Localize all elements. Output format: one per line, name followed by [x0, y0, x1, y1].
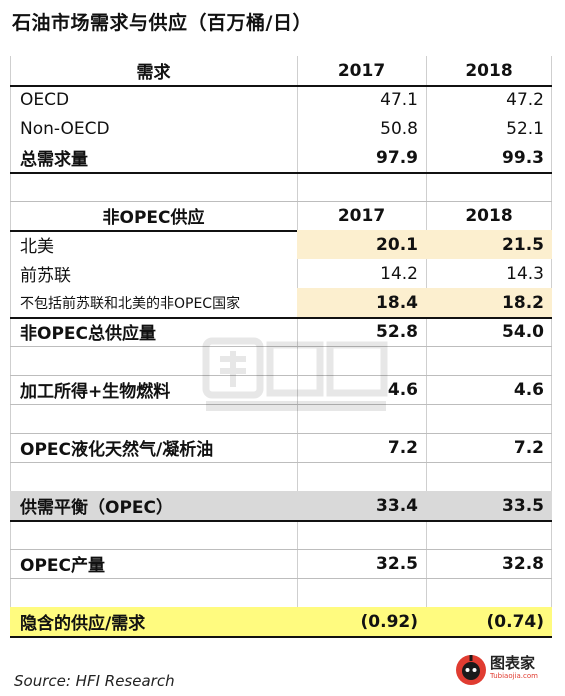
page-title: 石油市场需求与供应（百万桶/日）: [12, 12, 312, 34]
value-2017: 4.6: [387, 379, 418, 400]
row-label: 加工所得+生物燃料: [20, 382, 171, 402]
value-2018: 32.8: [502, 553, 544, 574]
row-label: 不包括前苏联和北美的非OPEC国家: [20, 295, 241, 312]
spacer-row: [10, 172, 552, 201]
section-rule: [10, 520, 552, 522]
supply-demand-table: 需求 2017 2018 OECD 47.1 47.2 Non-OECD 50.…: [10, 56, 552, 638]
value-2018: 54.0: [502, 321, 544, 342]
value-2017: 50.8: [380, 118, 418, 139]
year-2017-header: 2017: [337, 205, 386, 226]
table-row: OECD 47.1 47.2: [10, 85, 552, 114]
table-row: Non-OECD 50.8 52.1: [10, 114, 552, 143]
opec-production-row: OPEC产量 32.5 32.8: [10, 549, 552, 578]
value-2018: 52.1: [506, 118, 544, 139]
implied-row: 隐含的供应/需求 (0.92) (0.74): [10, 607, 552, 636]
row-label: 前苏联: [20, 266, 71, 286]
logo-domain: Tubiaojia.com: [490, 672, 538, 680]
value-2017: 97.9: [376, 147, 418, 168]
spacer-row: [10, 578, 552, 607]
spacer-row: [10, 462, 552, 491]
row-label: 北美: [20, 237, 54, 257]
value-2017: 14.2: [380, 263, 418, 284]
year-2018-header: 2018: [465, 205, 513, 226]
brand-logo: 图表家 Tubiaojia.com: [454, 650, 550, 690]
total-non-opec-row: 非OPEC总供应量 52.8 54.0: [10, 317, 552, 346]
spacer-row: [10, 404, 552, 433]
table-row: 前苏联 14.2 14.3: [10, 259, 552, 288]
value-2017: 52.8: [376, 321, 418, 342]
value-2017: 32.5: [376, 553, 418, 574]
table-row: 不包括前苏联和北美的非OPEC国家 18.4 18.2: [10, 288, 552, 317]
row-label: OECD: [20, 89, 70, 110]
spacer-row: [10, 520, 552, 549]
processing-gains-row: 加工所得+生物燃料 4.6 4.6: [10, 375, 552, 404]
year-2018-header: 2018: [465, 60, 513, 81]
spacer-row: [10, 346, 552, 375]
demand-header-row: 需求 2017 2018: [10, 56, 552, 85]
opec-ngl-row: OPEC液化天然气/凝析油 7.2 7.2: [10, 433, 552, 462]
row-label: 总需求量: [20, 150, 88, 170]
value-2017: 47.1: [380, 89, 418, 110]
header-rule: [10, 230, 552, 232]
row-label: 供需平衡（OPEC）: [20, 498, 173, 518]
value-2018: 18.2: [426, 288, 552, 317]
demand-header-label: 需求: [136, 63, 171, 83]
value-2018: 4.6: [513, 379, 544, 400]
value-2018: 7.2: [513, 437, 544, 458]
value-2017: 20.1: [297, 230, 426, 259]
robot-head-icon: [456, 655, 486, 685]
row-label: 非OPEC总供应量: [20, 324, 156, 344]
section-rule: [10, 636, 552, 638]
table-row: 北美 20.1 21.5: [10, 230, 552, 259]
balance-row: 供需平衡（OPEC） 33.4 33.5: [10, 491, 552, 520]
row-rule: [10, 433, 552, 434]
row-rule: [10, 201, 552, 202]
row-rule: [10, 404, 552, 405]
logo-name: 图表家: [490, 654, 536, 672]
header-rule: [10, 85, 552, 87]
value-2018: 99.3: [502, 147, 544, 168]
value-2018: (0.74): [486, 611, 544, 632]
row-rule: [10, 346, 552, 347]
value-2017: 7.2: [387, 437, 418, 458]
value-2018: 14.3: [506, 263, 544, 284]
supply-header-label: 非OPEC供应: [102, 208, 205, 228]
value-2017: 18.4: [297, 288, 426, 317]
value-2017: (0.92): [360, 611, 418, 632]
row-label: OPEC产量: [20, 556, 105, 576]
row-label: 隐含的供应/需求: [20, 614, 146, 634]
source-note: Source: HFI Research: [14, 672, 175, 690]
row-rule: [10, 375, 552, 376]
section-rule: [10, 317, 552, 319]
value-2018: 47.2: [506, 89, 544, 110]
row-label: Non-OECD: [20, 118, 110, 139]
total-demand-row: 总需求量 97.9 99.3: [10, 143, 552, 172]
row-rule: [10, 578, 552, 579]
year-2017-header: 2017: [337, 60, 386, 81]
supply-header-row: 非OPEC供应 2017 2018: [10, 201, 552, 230]
value-2018: 33.5: [502, 495, 544, 516]
row-rule: [10, 549, 552, 550]
value-2018: 21.5: [426, 230, 552, 259]
value-2017: 33.4: [376, 495, 418, 516]
section-rule: [10, 172, 552, 174]
row-rule: [10, 462, 552, 463]
row-label: OPEC液化天然气/凝析油: [20, 440, 214, 460]
